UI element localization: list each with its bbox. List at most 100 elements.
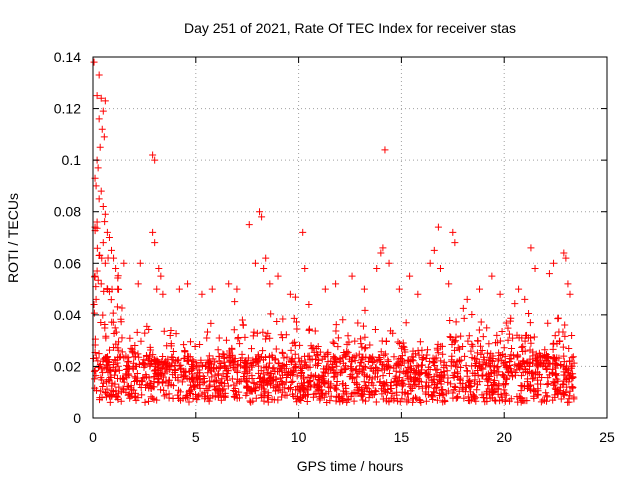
data-point <box>195 392 203 400</box>
data-point <box>211 393 219 401</box>
data-point <box>225 358 233 366</box>
data-point <box>188 365 196 373</box>
data-point <box>369 381 377 389</box>
data-point <box>526 319 534 327</box>
data-point <box>476 378 484 386</box>
data-point <box>504 369 512 377</box>
data-point <box>149 394 157 402</box>
data-point <box>422 397 430 405</box>
data-point <box>132 377 140 385</box>
data-point <box>235 378 243 386</box>
data-point <box>244 354 252 362</box>
data-point <box>494 357 502 365</box>
data-point <box>513 393 521 401</box>
y-axis-label: ROTI / TECUs <box>5 193 21 283</box>
data-point <box>471 372 479 380</box>
data-point <box>112 387 120 395</box>
x-tick-label: 0 <box>89 429 97 445</box>
data-point <box>483 397 491 405</box>
data-point <box>530 392 538 400</box>
data-point <box>93 92 101 100</box>
data-point <box>502 375 510 383</box>
data-point <box>159 360 167 368</box>
data-point <box>564 398 572 406</box>
data-point <box>475 326 483 334</box>
data-point <box>439 398 447 406</box>
data-point <box>527 244 535 252</box>
x-tick-label: 25 <box>599 429 615 445</box>
data-point <box>207 319 215 327</box>
data-point <box>541 359 549 367</box>
data-point <box>151 156 159 164</box>
data-point <box>551 332 559 340</box>
data-point <box>139 359 147 367</box>
data-point <box>231 298 239 306</box>
data-point <box>209 355 217 363</box>
data-point <box>364 357 372 365</box>
data-point <box>462 362 470 370</box>
data-point <box>97 94 105 102</box>
data-point <box>535 349 543 357</box>
data-point <box>395 361 403 369</box>
data-point <box>461 383 469 391</box>
data-point <box>557 362 565 370</box>
data-point <box>106 398 114 406</box>
data-point <box>527 339 535 347</box>
data-point <box>385 259 393 267</box>
data-point <box>321 379 329 387</box>
data-point <box>217 396 225 404</box>
data-point <box>109 309 117 317</box>
data-point <box>260 264 268 272</box>
data-point <box>248 363 256 371</box>
data-point <box>214 392 222 400</box>
data-point <box>251 259 259 267</box>
data-point <box>361 306 369 314</box>
data-point <box>378 365 386 373</box>
y-tick-label: 0.12 <box>54 101 81 117</box>
data-point <box>362 383 370 391</box>
data-point <box>314 387 322 395</box>
data-point <box>299 382 307 390</box>
data-point <box>118 348 126 356</box>
data-point <box>290 314 298 322</box>
data-point <box>266 280 274 288</box>
data-point <box>561 321 569 329</box>
data-point <box>543 354 551 362</box>
data-point <box>109 318 117 326</box>
data-point <box>117 318 125 326</box>
data-point <box>159 352 167 360</box>
data-point <box>451 346 459 354</box>
data-point <box>201 393 209 401</box>
data-point <box>137 384 145 392</box>
data-point <box>95 350 103 358</box>
data-point <box>272 345 280 353</box>
data-point <box>101 321 109 329</box>
data-point <box>565 392 573 400</box>
data-point <box>118 304 126 312</box>
data-point <box>432 354 440 362</box>
data-point <box>561 332 569 340</box>
data-point <box>259 370 267 378</box>
data-point <box>377 348 385 356</box>
data-point <box>287 368 295 376</box>
data-point <box>523 331 531 339</box>
data-point <box>399 380 407 388</box>
data-point <box>451 382 459 390</box>
data-point <box>369 353 377 361</box>
data-point <box>252 394 260 402</box>
data-point <box>99 311 107 319</box>
data-point <box>520 357 528 365</box>
data-point <box>166 331 174 339</box>
data-point <box>281 384 289 392</box>
data-point <box>273 381 281 389</box>
data-point <box>297 372 305 380</box>
data-point <box>223 354 231 362</box>
data-point <box>504 336 512 344</box>
data-point <box>373 356 381 364</box>
data-point <box>98 125 106 133</box>
data-point <box>93 218 101 226</box>
data-point <box>452 318 460 326</box>
data-point <box>247 398 255 406</box>
data-point <box>507 314 515 322</box>
data-point <box>418 346 426 354</box>
